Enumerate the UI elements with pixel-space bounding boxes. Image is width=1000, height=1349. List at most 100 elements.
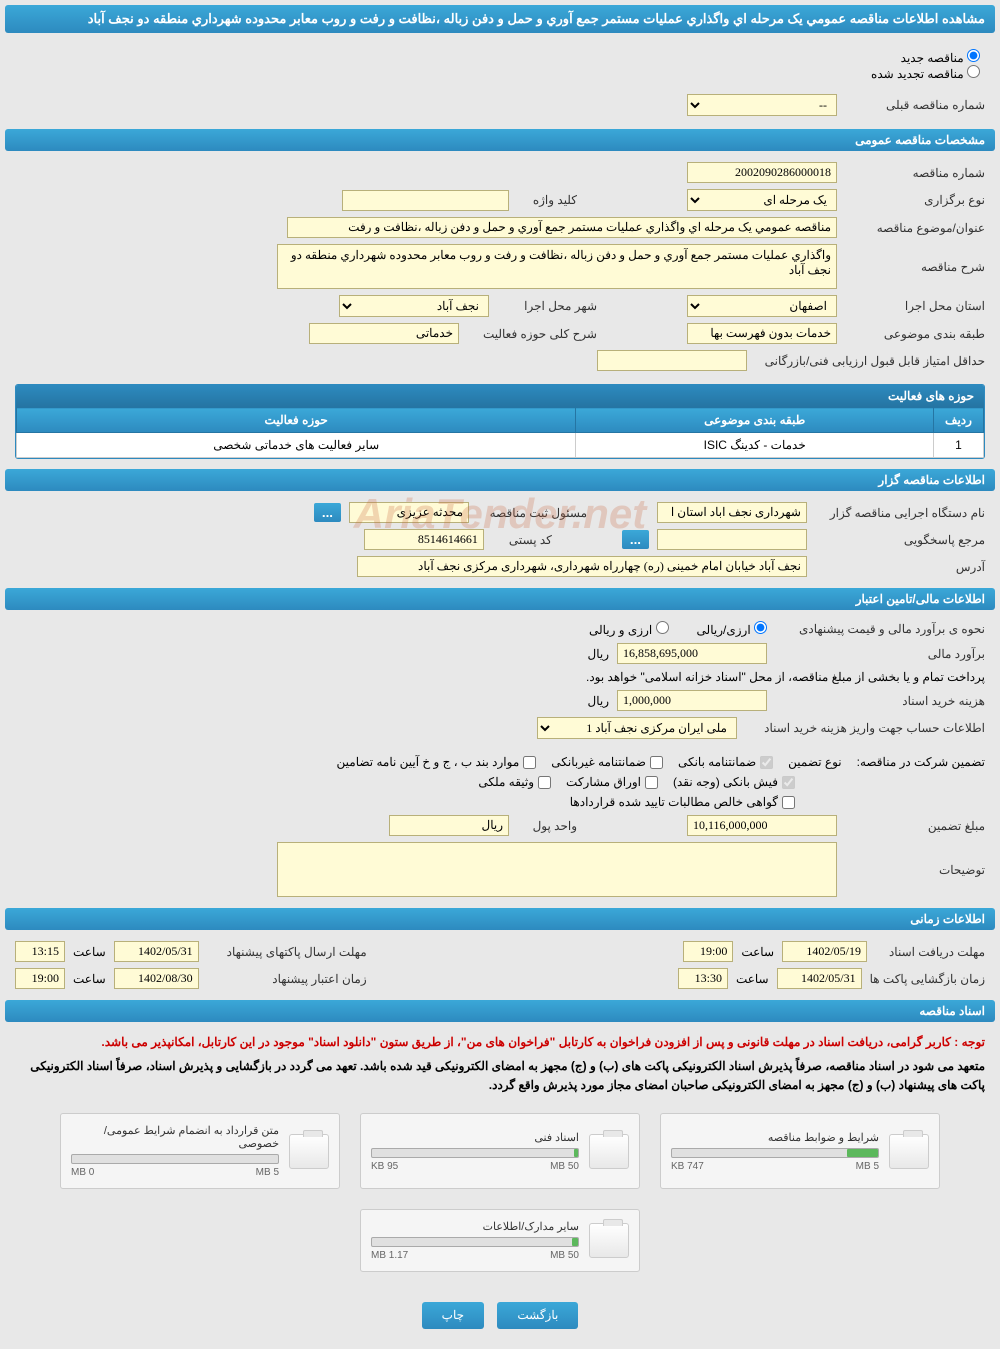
notes-textarea[interactable] [277, 842, 837, 897]
radio-new-tender[interactable]: مناقصه جدید [901, 51, 980, 65]
section-documents: اسناد مناقصه [5, 1000, 995, 1022]
estimate-input[interactable] [617, 643, 767, 664]
time-label-3: ساعت [736, 972, 769, 986]
progress-bar [371, 1148, 579, 1158]
city-label: شهر محل اجرا [497, 299, 597, 313]
guarantee-type-label: نوع تضمین [788, 755, 841, 769]
time-label-2: ساعت [73, 945, 106, 959]
activities-table: ردیف طبقه بندی موضوعی حوزه فعالیت 1 خدما… [16, 407, 984, 458]
agency-input[interactable] [657, 502, 807, 523]
type-select[interactable]: یک مرحله ای [687, 189, 837, 211]
radio-renewed-label: مناقصه تجدید شده [871, 67, 964, 81]
file-card[interactable]: اسناد فنی 50 MB95 KB [360, 1113, 640, 1189]
section-financial: اطلاعات مالی/تامین اعتبار [5, 588, 995, 610]
account-label: اطلاعات حساب جهت واریز هزینه خرید اسناد [745, 721, 985, 735]
back-button[interactable]: بازگشت [497, 1302, 578, 1329]
folder-icon [589, 1223, 629, 1258]
currency-unit-input[interactable] [389, 815, 509, 836]
chk-bonds[interactable]: اوراق مشارکت [566, 775, 658, 789]
chk-property-label: وثیقه ملکی [478, 775, 534, 789]
activity-desc-input[interactable] [309, 323, 459, 344]
submit-date-input[interactable] [114, 941, 199, 962]
postal-input[interactable] [364, 529, 484, 550]
notes-label: توضیحات [845, 863, 985, 877]
receive-time-input[interactable] [683, 941, 733, 962]
prev-tender-select[interactable]: -- [687, 94, 837, 116]
tender-number-label: شماره مناقصه [845, 166, 985, 180]
opening-date-input[interactable] [777, 968, 862, 989]
type-label: نوع برگزاری [845, 193, 985, 207]
section-timing: اطلاعات زمانی [5, 908, 995, 930]
validity-time-input[interactable] [15, 968, 65, 989]
doc-cost-label: هزینه خرید اسناد [775, 694, 985, 708]
min-score-input[interactable] [597, 350, 747, 371]
estimate-method-label: نحوه ی برآورد مالی و قیمت پیشنهادی [775, 622, 985, 636]
currency-radio-2[interactable]: ارزی و ریالی [589, 621, 669, 637]
keyword-input[interactable] [342, 190, 509, 211]
file-info: اسناد فنی 50 MB95 KB [371, 1131, 579, 1172]
progress-bar [371, 1237, 579, 1247]
col-category: طبقه بندی موضوعی [576, 408, 934, 433]
print-button[interactable]: چاپ [422, 1302, 484, 1329]
guarantee-label: تضمین شرکت در مناقصه: [857, 755, 985, 769]
chk-bank-guarantee[interactable]: ضمانتنامه بانکی [678, 755, 773, 769]
chk-bank-receipt[interactable]: فیش بانکی (وجه نقد) [673, 775, 795, 789]
file-info: متن قرارداد به انضمام شرایط عمومی/خصوصی … [71, 1124, 279, 1178]
agency-label: نام دستگاه اجرایی مناقصه گزار [815, 506, 985, 520]
reg-responsible-label: مسئول ثبت مناقصه [477, 506, 587, 520]
reg-responsible-more-button[interactable]: ... [314, 503, 341, 522]
desc-label: شرح مناقصه [845, 260, 985, 274]
chk-nonbank-guarantee[interactable]: ضمانتنامه غیربانکی [551, 755, 663, 769]
file-card[interactable]: سایر مدارک/اطلاعات 50 MB1.17 MB [360, 1209, 640, 1272]
account-select[interactable]: ملی ایران مرکزی نجف آباد 1 [537, 717, 737, 739]
title-input[interactable] [287, 217, 837, 238]
rial-unit-1: ريال [587, 647, 609, 661]
file-sizes: 50 MB1.17 MB [371, 1250, 579, 1261]
page-title: مشاهده اطلاعات مناقصه عمومي يک مرحله اي … [5, 5, 995, 33]
guarantee-amount-input[interactable] [687, 815, 837, 836]
chk-regulation-label: موارد بند ب ، ج و خ آیین نامه تضامین [337, 755, 520, 769]
submit-time-input[interactable] [15, 941, 65, 962]
file-card[interactable]: متن قرارداد به انضمام شرایط عمومی/خصوصی … [60, 1113, 340, 1189]
keyword-label: کلید واژه [517, 193, 577, 207]
chk-bonds-label: اوراق مشارکت [566, 775, 641, 789]
section-general: مشخصات مناقصه عمومی [5, 129, 995, 151]
response-ref-input[interactable] [657, 529, 807, 550]
time-label-1: ساعت [741, 945, 774, 959]
file-sizes: 50 MB95 KB [371, 1161, 579, 1172]
guarantee-amount-label: مبلغ تضمین [845, 819, 985, 833]
province-select[interactable]: اصفهان [687, 295, 837, 317]
doc-cost-input[interactable] [617, 690, 767, 711]
radio-renewed-tender[interactable]: مناقصه تجدید شده [871, 67, 980, 81]
notice-black: متعهد می شود در اسناد مناقصه، صرفاً پذیر… [5, 1054, 995, 1098]
folder-icon [889, 1134, 929, 1169]
activity-desc-label: شرح کلی حوزه فعالیت [467, 327, 597, 341]
chk-regulation[interactable]: موارد بند ب ، ج و خ آیین نامه تضامین [337, 755, 537, 769]
tender-number-input[interactable] [687, 162, 837, 183]
progress-bar [671, 1148, 879, 1158]
response-ref-label: مرجع پاسخگویی [815, 533, 985, 547]
cell-cat: خدمات - کدینگ ISIC [576, 433, 934, 458]
response-ref-more-button[interactable]: ... [622, 530, 649, 549]
address-input[interactable] [357, 556, 807, 577]
desc-textarea[interactable] [277, 244, 837, 289]
chk-property[interactable]: وثیقه ملکی [478, 775, 551, 789]
opening-time-input[interactable] [678, 968, 728, 989]
file-sizes: 5 MB0 MB [71, 1167, 279, 1178]
folder-icon [589, 1134, 629, 1169]
notice-red: توجه : کاربر گرامی، دریافت اسناد در مهلت… [5, 1030, 995, 1054]
receive-date-input[interactable] [782, 941, 867, 962]
chk-bank-guarantee-label: ضمانتنامه بانکی [678, 755, 756, 769]
col-activity: حوزه فعالیت [17, 408, 576, 433]
prev-tender-label: شماره مناقصه قبلی [845, 98, 985, 112]
currency-opt2-label: ارزی و ریالی [589, 623, 652, 637]
file-card[interactable]: شرایط و ضوابط مناقصه 5 MB747 KB [660, 1113, 940, 1189]
currency-radio-1[interactable]: ارزی/ریالی [697, 621, 767, 637]
validity-date-input[interactable] [114, 968, 199, 989]
reg-responsible-input[interactable] [349, 502, 469, 523]
chk-receivables[interactable]: گواهی خالص مطالبات تایید شده قراردادها [570, 795, 795, 809]
section-organizer: اطلاعات مناقصه گزار [5, 469, 995, 491]
file-info: شرایط و ضوابط مناقصه 5 MB747 KB [671, 1131, 879, 1172]
category-input[interactable] [687, 323, 837, 344]
city-select[interactable]: نجف آباد [339, 295, 489, 317]
